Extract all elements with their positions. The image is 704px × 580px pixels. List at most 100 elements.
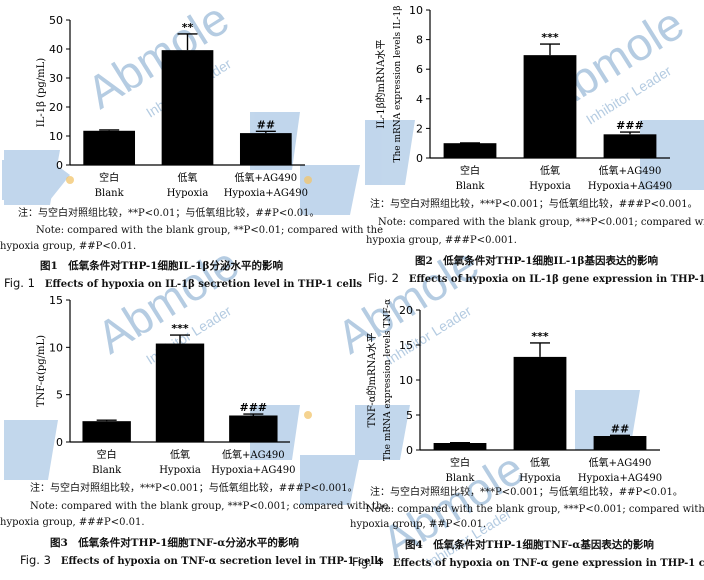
significance-label: ##	[257, 118, 275, 131]
y-tick-label: 15	[399, 339, 413, 352]
chart-fig1: 0 10 20 30 40 50 IL-1β (pg/mL) 空白 Blank ** 低氧 Hypox…	[36, 14, 308, 199]
fig2-note-line3: hypoxia group, ###P<0.001.	[366, 235, 517, 246]
fig3-note-line3: hypoxia group, ###P<0.01.	[0, 517, 145, 528]
significance-label: ###	[240, 401, 268, 414]
category-label-cn: 空白	[460, 164, 480, 177]
y-tick-label: 10	[399, 374, 413, 387]
fig4-caption-cn: 图4 低氧条件对THP-1细胞TNF-α基因表达的影响	[405, 539, 654, 551]
category-label-en: Hypoxia+AG490	[211, 465, 295, 476]
y-axis-label: IL-1β (pg/mL)	[36, 58, 47, 127]
y-tick-label: 0	[56, 436, 63, 449]
y-tick-label: 6	[416, 63, 423, 76]
y-axis-label: IL-1β的mRNA水平	[374, 39, 387, 128]
fig2-caption-en-text: Effects of hypoxia on IL-1β gene express…	[408, 274, 704, 285]
y-tick-label: 5	[406, 409, 413, 422]
fig4-note-line1: 注：与空白对照组比较，***P<0.001；与低氧组比较，##P<0.01。	[370, 487, 683, 498]
fig1-note-line1: 注：与空白对照组比较，**P<0.01；与低氧组比较，##P<0.01。	[18, 208, 320, 219]
significance-label: ***	[541, 31, 559, 44]
category-label-en: Blank	[455, 181, 485, 192]
y-tick-label: 40	[49, 43, 63, 56]
y-tick-label: 20	[49, 101, 63, 114]
bar	[83, 130, 136, 165]
chart-fig4: 0 5 10 15 20 TNF-α的mRNA水平 The mRNA expression …	[365, 299, 662, 484]
y-tick-label: 10	[49, 130, 63, 143]
fig3-caption-en: Fig. 3 Effects of hypoxia on TNF-α secret…	[20, 553, 384, 567]
category-label-en: Hypoxia+AG490	[588, 181, 672, 192]
bar	[82, 421, 131, 442]
category-label-cn: 低氧+AG490	[599, 164, 662, 177]
bar	[433, 443, 487, 450]
bar	[161, 50, 214, 165]
significance-label: ##	[611, 422, 629, 435]
category-label-en: Hypoxia	[519, 473, 561, 484]
y-axis-label: TNF-α(pg/mL)	[36, 335, 47, 407]
fig2-note-line1: 注：与空白对照组比较，***P<0.001；与低氧组比较，###P<0.001。	[370, 199, 698, 210]
category-label-en: Hypoxia	[159, 465, 201, 476]
category-label-cn: 低氧+AG490	[222, 448, 285, 461]
fig1-label: Fig. 1	[4, 276, 35, 290]
y-tick-label: 2	[416, 122, 423, 135]
y-tick-label: 10	[49, 341, 63, 354]
fig4-caption-en: Fig. 4 Effects of hypoxia on TNF-α gene e…	[352, 555, 704, 569]
chart-fig3: 0 5 10 15 TNF-α(pg/mL) 空白 Blank *** 低氧 Hypoxia ###…	[36, 294, 295, 476]
category-label-en: Blank	[445, 473, 475, 484]
category-label-cn: 低氧	[178, 171, 198, 184]
category-label-en: Blank	[95, 188, 125, 199]
fig2-note-line2: Note: compared with the blank group, ***…	[378, 217, 704, 228]
fig4-note-line2: Note: compared with the blank group, ***…	[366, 504, 704, 515]
category-label-cn: 低氧+AG490	[234, 171, 297, 184]
fig1-note-line2: Note: compared with the blank group, **P…	[36, 225, 384, 236]
fig2-caption-cn: 图2 低氧条件对THP-1细胞IL-1β基因表达的影响	[415, 255, 658, 267]
y-tick-label: 20	[399, 304, 413, 317]
category-label-cn: 空白	[450, 456, 470, 469]
fig1-caption-en: Fig. 1 Effects of hypoxia on IL-1β secret…	[4, 276, 362, 290]
fig3-caption-cn: 图3 低氧条件对THP-1细胞TNF-α分泌水平的影响	[50, 537, 299, 549]
y-tick-label: 10	[409, 4, 423, 17]
fig3-caption-en-text: Effects of hypoxia on TNF-α secretion le…	[60, 556, 384, 567]
category-label-cn: 低氧	[530, 456, 550, 469]
fig3-note-line2: Note: compared with the blank group, ***…	[30, 501, 389, 512]
bar	[155, 343, 205, 442]
category-label-en: Hypoxia	[529, 181, 571, 192]
significance-label: ###	[616, 119, 644, 132]
y-axis-label: TNF-α的mRNA水平	[365, 332, 378, 427]
y-tick-label: 0	[416, 152, 423, 165]
bar	[229, 415, 278, 442]
fig4-label: Fig. 4	[352, 555, 383, 569]
y-tick-label: 0	[406, 444, 413, 457]
fig3-label: Fig. 3	[20, 553, 51, 567]
y-tick-label: 50	[49, 14, 63, 27]
bar	[603, 134, 657, 158]
significance-label: ***	[531, 330, 549, 343]
category-label-cn: 低氧	[170, 448, 190, 461]
category-label-cn: 低氧+AG490	[589, 456, 652, 469]
fig2-caption-en: Fig. 2 Effects of hypoxia on IL-1β gene e…	[368, 271, 704, 285]
y-tick-label: 30	[49, 72, 63, 85]
bar	[443, 143, 497, 158]
bar	[239, 133, 292, 165]
category-label-cn: 低氧	[540, 164, 560, 177]
fig1-caption-cn: 图1 低氧条件对THP-1细胞IL-1β分泌水平的影响	[40, 260, 283, 272]
category-label-cn: 空白	[99, 171, 119, 184]
y-axis-label-en: The mRNA expression levels TNF-α	[383, 299, 393, 461]
y-tick-label: 8	[416, 34, 423, 47]
bar	[523, 55, 577, 158]
category-label-en: Blank	[92, 465, 122, 476]
chart-fig2: 0 2 4 6 8 10 IL-1β的mRNA水平 The mRNA expression l…	[374, 4, 672, 192]
category-label-en: Hypoxia+AG490	[578, 473, 662, 484]
fig1-note-line3: hypoxia group, ##P<0.01.	[0, 241, 137, 252]
y-tick-label: 0	[56, 159, 63, 172]
fig2-label: Fig. 2	[368, 271, 399, 285]
bar	[513, 356, 567, 450]
fig4-caption-en-text: Effects of hypoxia on TNF-α gene express…	[392, 558, 704, 569]
y-tick-label: 4	[416, 93, 423, 106]
y-axis-label-en: The mRNA expression levels IL-1β	[393, 6, 403, 163]
y-tick-label: 15	[49, 294, 63, 307]
significance-label: **	[182, 21, 194, 34]
fig1-caption-en-text: Effects of hypoxia on IL-1β secretion le…	[44, 279, 363, 290]
category-label-en: Hypoxia	[167, 188, 209, 199]
significance-label: ***	[171, 322, 189, 335]
bar	[593, 436, 647, 450]
y-tick-label: 5	[56, 389, 63, 402]
